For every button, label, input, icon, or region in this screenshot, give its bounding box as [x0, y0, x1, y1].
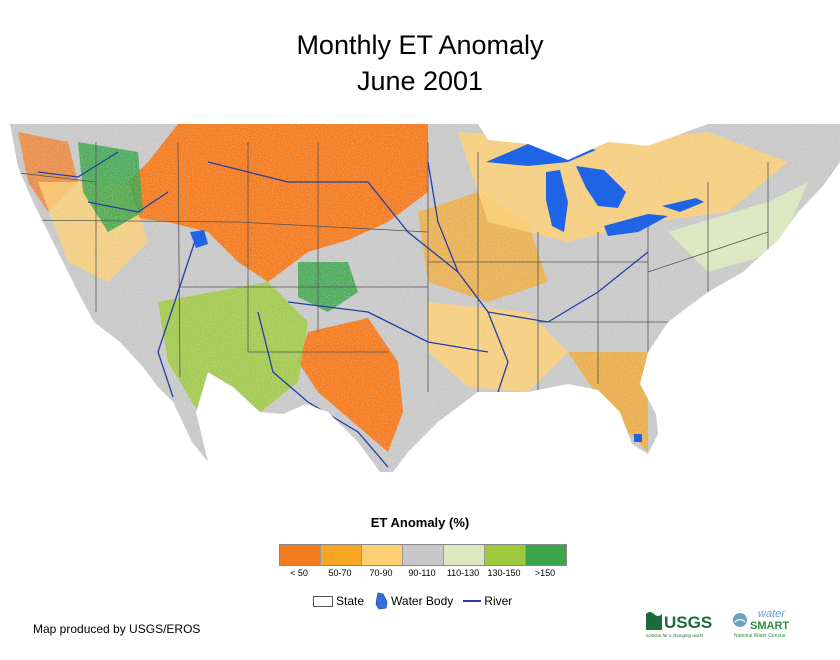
water-smart-top: water: [758, 608, 786, 620]
rivers: [37, 151, 649, 468]
river-rio-grande: [257, 311, 389, 468]
map-title-line2: June 2001: [356, 66, 484, 96]
legend-swatch-lt50: [280, 545, 321, 565]
map-key: State Water Body River: [313, 592, 522, 610]
map-credit: Map produced by USGS/EROS: [33, 622, 201, 636]
legend-label-130-150: 130-150: [487, 568, 521, 578]
lake-erie: [604, 214, 668, 236]
legend-swatch-gt150: [526, 545, 566, 565]
legend-color-bar: [279, 544, 567, 566]
river-colorado: [157, 231, 199, 398]
agency-logos: USGS science for a changing world water …: [646, 608, 789, 639]
legend-swatch-110-130: [444, 545, 485, 565]
river-ohio: [487, 251, 649, 323]
legend-label-90-110: 90-110: [408, 568, 436, 578]
legend-label-gt150: >150: [534, 568, 556, 578]
legend-swatch-70-90: [362, 545, 403, 565]
lake-michigan: [546, 170, 568, 232]
legend-swatch-50-70: [321, 545, 362, 565]
map-title-line1: Monthly ET Anomaly: [296, 30, 544, 60]
water-body-icon: [375, 592, 388, 610]
usgs-tagline: science for a changing world: [646, 633, 704, 638]
legend-label-110-130: 110-130: [446, 568, 480, 578]
key-river: River: [463, 594, 512, 608]
usgs-logo: USGS science for a changing world: [646, 612, 712, 638]
river-arkansas: [287, 301, 489, 353]
river-snake: [87, 191, 169, 213]
lake-okeechobee: [634, 434, 642, 442]
legend-label-50-70: 50-70: [328, 568, 352, 578]
usgs-wave-icon: [646, 612, 662, 630]
legend-swatch-90-110: [403, 545, 444, 565]
water-smart-logo: water SMART National Water Census: [733, 608, 789, 639]
river-columbia: [37, 151, 119, 178]
water-smart-sub: National Water Census: [734, 633, 786, 639]
river-line-icon: [463, 600, 482, 602]
usgs-logo-text: USGS: [664, 613, 712, 632]
key-water-body-label: Water Body: [391, 594, 454, 608]
legend-labels: < 50 50-70 70-90 90-110 110-130 130-150 …: [279, 568, 563, 580]
key-river-label: River: [484, 594, 513, 608]
legend-label-lt50: < 50: [290, 568, 308, 578]
great-salt-lake: [190, 230, 208, 248]
legend-label-70-90: 70-90: [369, 568, 393, 578]
water-smart-bottom: SMART: [750, 620, 789, 632]
key-state: State: [313, 594, 364, 608]
legend-title: ET Anomaly (%): [370, 515, 470, 530]
et-anomaly-map: [10, 124, 840, 472]
map-texture: [10, 124, 840, 472]
state-borders: [10, 141, 769, 392]
key-water-body: Water Body: [374, 592, 453, 610]
lake-huron: [576, 166, 626, 208]
key-state-label: State: [336, 594, 365, 608]
lake-ontario: [662, 198, 704, 212]
river-missouri: [207, 161, 459, 273]
state-outline-icon: [313, 595, 333, 607]
legend-swatch-130-150: [485, 545, 526, 565]
